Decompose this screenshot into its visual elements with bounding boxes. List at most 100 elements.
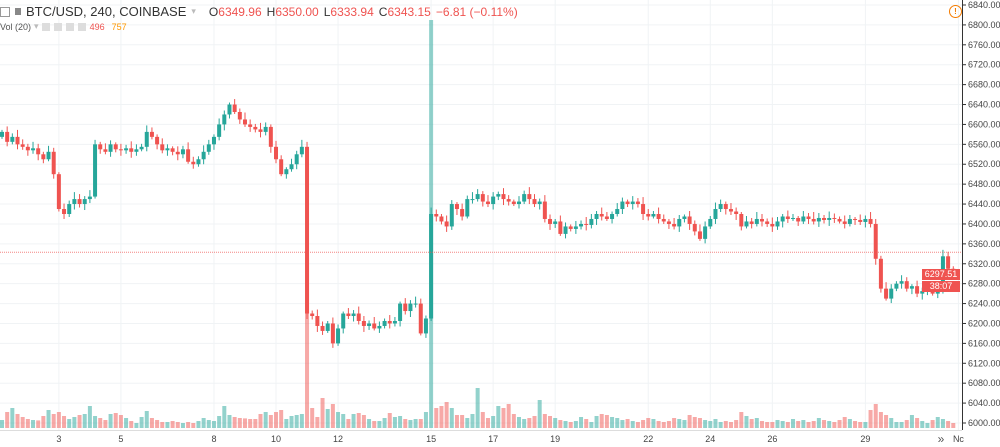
candle-body	[5, 131, 10, 142]
candle-body	[62, 209, 67, 214]
candle	[134, 144, 139, 156]
y-tick-label: 6320.00	[968, 259, 1000, 269]
volume-bar	[41, 416, 46, 428]
candle	[242, 112, 247, 127]
volume-bar	[915, 418, 920, 428]
candle	[454, 202, 459, 215]
candle-body	[935, 291, 940, 294]
candle-body	[646, 214, 651, 217]
candle	[553, 218, 558, 228]
volume-bar	[873, 404, 878, 428]
volume-bar	[51, 414, 56, 428]
candle	[661, 214, 666, 224]
volume-bar	[951, 423, 956, 428]
chevron-down-icon[interactable]: ▾	[191, 6, 196, 16]
volume-bar	[677, 419, 682, 428]
candle-body	[832, 217, 837, 219]
candle-body	[920, 291, 925, 294]
candle	[506, 195, 511, 206]
candle-body	[46, 151, 51, 160]
hide-icon[interactable]	[53, 22, 62, 31]
candle	[284, 167, 289, 179]
candle-body	[589, 218, 594, 225]
close-value: 6343.15	[387, 4, 431, 19]
candle-body	[227, 104, 232, 115]
candle	[41, 151, 46, 164]
candle	[180, 145, 185, 159]
volume-bar	[242, 418, 247, 428]
volume-bar	[517, 417, 521, 428]
volume-bar	[666, 421, 671, 428]
candle	[25, 143, 30, 156]
candle	[718, 199, 723, 213]
candle-body	[165, 148, 170, 151]
volume-title[interactable]: Vol (20)	[0, 21, 32, 32]
volume-bar	[155, 420, 160, 428]
volume-bar	[5, 412, 10, 428]
candle-body	[739, 214, 744, 227]
candle-body	[403, 303, 408, 312]
candle-body	[806, 216, 811, 219]
symbol-title[interactable]: BTC/USD, 240, COINBASE	[26, 4, 187, 19]
volume-bar	[62, 416, 67, 428]
candle-body	[0, 131, 4, 137]
time-axis: 3 5 8 10 12 15 17 19 22 24 26 29 Nc	[56, 434, 964, 444]
volume-bar	[356, 413, 361, 428]
volume-bar	[868, 410, 873, 428]
candle-body	[341, 313, 346, 329]
candle	[465, 195, 470, 219]
candle-body	[697, 231, 702, 239]
candle	[625, 199, 630, 208]
volume-bar	[299, 414, 304, 428]
volume-bar	[25, 419, 30, 428]
candle	[697, 224, 702, 241]
candle	[646, 209, 651, 221]
candle-body	[274, 146, 279, 160]
close-icon[interactable]	[77, 22, 86, 31]
candle-body	[491, 196, 496, 205]
candle	[754, 212, 759, 227]
candle-body	[418, 303, 423, 334]
candle	[759, 214, 764, 227]
candle-body	[703, 226, 708, 239]
volume-bar	[180, 423, 185, 428]
volume-bar	[759, 421, 764, 428]
chevron-down-icon[interactable]: ▾	[34, 21, 39, 31]
candle-body	[558, 221, 563, 234]
candle-body	[51, 151, 56, 175]
candle	[46, 145, 51, 162]
settings-icon[interactable]	[41, 22, 50, 31]
volume-bar	[506, 404, 511, 428]
candle-body	[630, 201, 635, 205]
candle	[610, 211, 615, 224]
candle	[160, 138, 165, 154]
volume-bar	[149, 418, 154, 428]
candle-body	[553, 221, 558, 224]
add-icon[interactable]	[65, 22, 74, 31]
y-tick-label: 6160.00	[968, 338, 1000, 348]
x-tick-label: 26	[767, 434, 777, 444]
candle-body	[687, 216, 692, 224]
candle	[211, 134, 216, 150]
candle	[118, 143, 123, 156]
candle-body	[661, 218, 666, 222]
volume-bar	[537, 400, 542, 428]
volume-bar	[837, 420, 842, 428]
candle-body	[946, 256, 951, 269]
volume-bar	[641, 420, 646, 428]
x-tick-label: 3	[56, 434, 61, 444]
candle	[765, 218, 770, 227]
warning-icon[interactable]: !	[949, 5, 962, 18]
volume-bar	[439, 406, 444, 428]
scroll-to-realtime-button[interactable]: »	[937, 432, 945, 446]
candle	[274, 140, 279, 164]
candle-body	[666, 221, 671, 224]
candle	[713, 202, 718, 224]
volume-bar	[775, 420, 780, 428]
candle-body	[206, 144, 211, 152]
collapse-icon[interactable]	[0, 6, 10, 17]
y-tick-label: 6560.00	[968, 139, 1000, 149]
candle-body	[134, 149, 139, 152]
volume-bar	[310, 408, 315, 428]
